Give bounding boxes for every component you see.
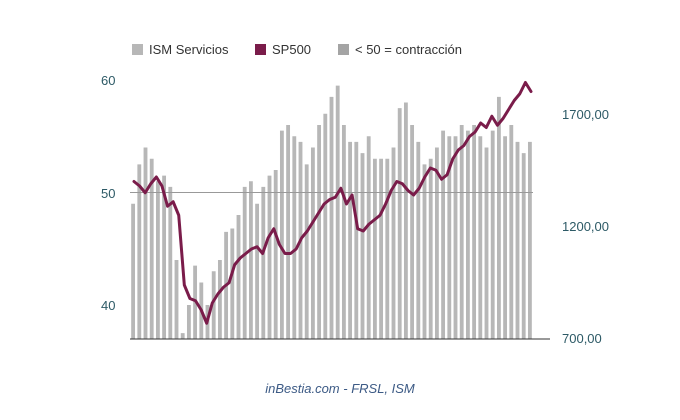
ism-bar	[341, 125, 346, 339]
ism-bar	[143, 147, 148, 339]
ism-bar	[515, 141, 520, 340]
legend-swatch-sp500	[255, 44, 266, 55]
ism-bar	[509, 125, 514, 339]
ism-bar	[255, 203, 260, 339]
ism-bar	[521, 153, 526, 340]
ism-bar	[447, 136, 452, 339]
ism-bar	[286, 125, 291, 339]
ism-bar	[149, 158, 154, 339]
ism-bar	[391, 147, 396, 339]
ism-bar	[372, 158, 377, 339]
ism-bar	[186, 305, 191, 339]
ism-bar	[248, 181, 253, 339]
ism-bar	[131, 203, 136, 339]
legend-swatch-contraction	[338, 44, 349, 55]
right-axis: 1700,00 1200,00 700,00	[562, 107, 609, 346]
ism-bar	[329, 96, 334, 340]
left-axis: 60 50 40	[101, 73, 115, 313]
ism-bar	[422, 164, 427, 340]
ism-bar	[273, 170, 278, 339]
ism-bar	[484, 147, 489, 339]
ism-bar	[211, 271, 216, 339]
ism-bar	[236, 215, 241, 339]
ism-bar	[459, 125, 464, 339]
right-tick-label-1200: 1200,00	[562, 219, 609, 234]
ism-bar	[478, 136, 483, 339]
ism-bar	[310, 147, 315, 339]
ism-bar	[416, 141, 421, 340]
ism-bar	[385, 158, 390, 339]
sp500-line	[132, 81, 533, 325]
ism-bar	[155, 181, 160, 339]
ism-bars	[131, 85, 532, 340]
left-tick-label-50: 50	[101, 186, 115, 201]
ism-bar	[323, 113, 328, 339]
ism-bar	[267, 175, 272, 340]
left-tick-label-40: 40	[101, 298, 115, 313]
ism-bar	[174, 260, 179, 339]
ism-bar	[496, 96, 501, 340]
ism-bar	[403, 102, 408, 339]
ism-bar	[317, 125, 322, 339]
ism-bar	[242, 186, 247, 340]
legend: ISM Servicios SP500 < 50 = contracción	[132, 42, 462, 57]
ism-bar	[527, 141, 532, 340]
ism-bar	[168, 186, 173, 340]
ism-bar	[261, 186, 266, 340]
ism-bar	[366, 136, 371, 339]
ism-bar	[490, 130, 495, 340]
legend-swatch-ism	[132, 44, 143, 55]
ism-bar	[503, 136, 508, 339]
ism-bar	[162, 175, 167, 340]
ism-bar	[292, 136, 297, 339]
legend-label-contraction: < 50 = contracción	[355, 42, 462, 57]
ism-bar	[348, 141, 353, 340]
ism-bar	[354, 141, 359, 340]
ism-bar	[279, 130, 284, 340]
ism-bar	[434, 147, 439, 339]
ism-bar	[397, 108, 402, 340]
ism-bar	[428, 158, 433, 339]
left-tick-label-60: 60	[101, 73, 115, 88]
ism-bar	[335, 85, 340, 340]
ism-bar	[360, 153, 365, 340]
ism-bar	[410, 125, 415, 339]
ism-bar	[453, 136, 458, 339]
ism-bar	[137, 164, 142, 340]
right-tick-label-700: 700,00	[562, 331, 602, 346]
ism-bar	[180, 333, 185, 340]
ism-bar	[230, 228, 235, 339]
ism-bar	[441, 130, 446, 340]
ism-bar	[465, 130, 470, 340]
ism-bar	[304, 164, 309, 340]
legend-label-ism: ISM Servicios	[149, 42, 229, 57]
chart-source: inBestia.com - FRSL, ISM	[265, 381, 415, 396]
ism-bar	[379, 158, 384, 339]
legend-label-sp500: SP500	[272, 42, 311, 57]
ism-bar	[217, 260, 222, 339]
right-tick-label-1700: 1700,00	[562, 107, 609, 122]
ism-bar	[472, 125, 477, 339]
